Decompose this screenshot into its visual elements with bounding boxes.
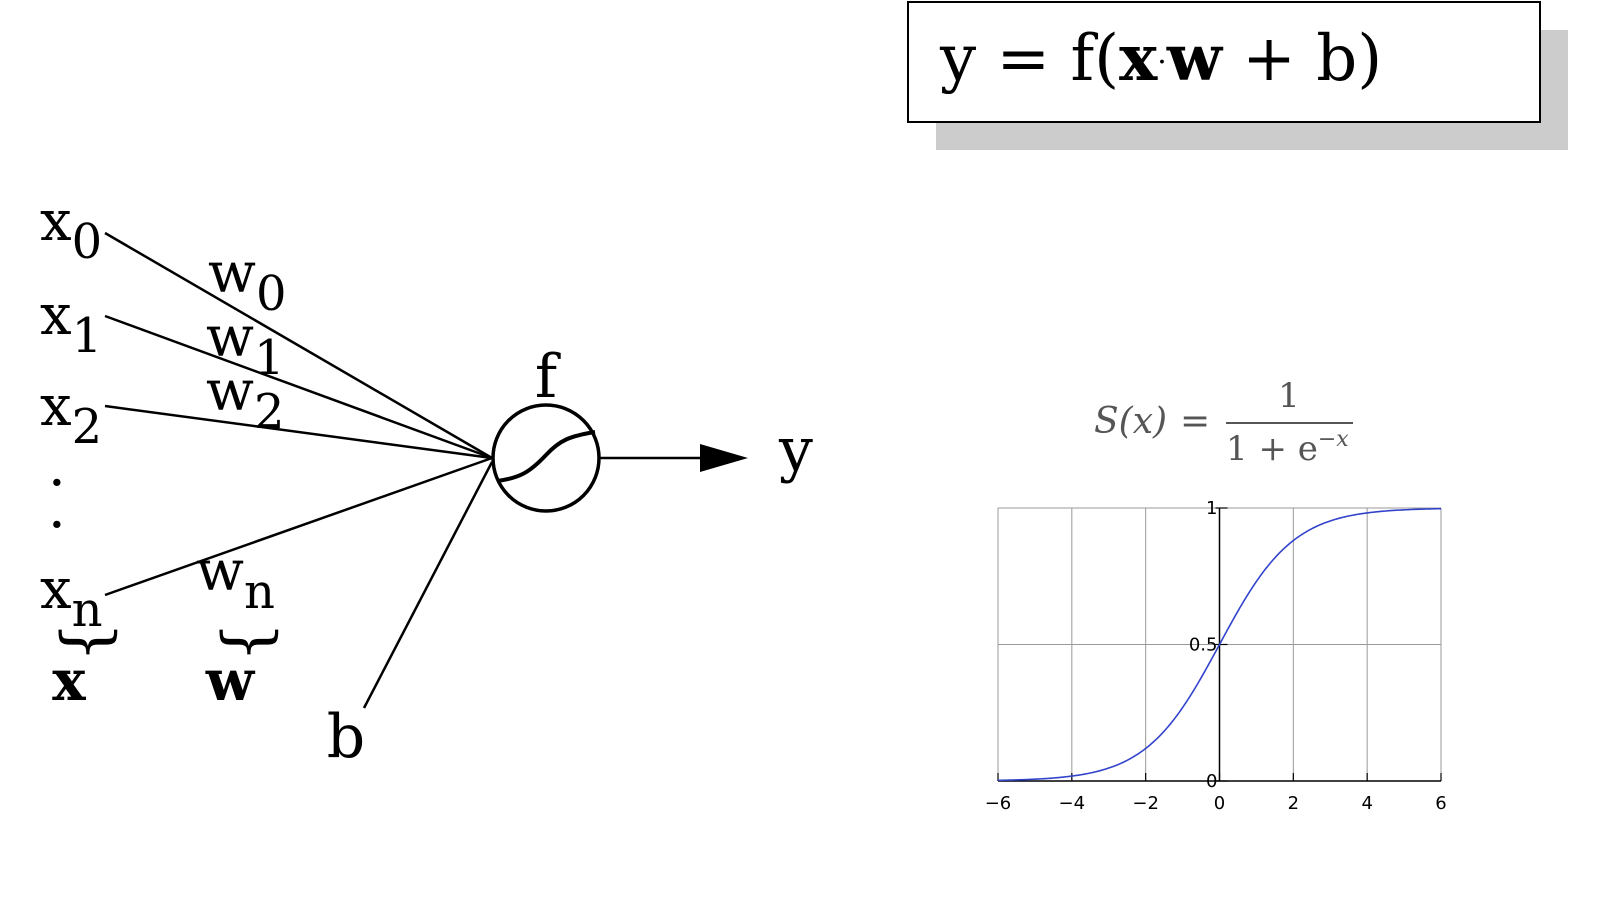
- sigmoid-denominator: 1 + e−x: [1226, 427, 1349, 469]
- x-tick-label-1: −4: [1059, 793, 1086, 814]
- x-tick-label-5: 4: [1361, 793, 1372, 814]
- x-vector-brace: }: [53, 622, 127, 663]
- output-label: y: [778, 415, 813, 485]
- x-tick-label-0: −6: [985, 793, 1012, 814]
- sigmoid-chart: −6 −4 −2 0 2 4 6 0 0.5 1: [985, 498, 1447, 814]
- connections: [104, 231, 705, 709]
- sigmoid-formula: S(x) = 1 1 + e−x: [1094, 376, 1353, 469]
- connection-x2: [104, 404, 493, 460]
- x-vector-label: x: [52, 648, 86, 714]
- y-tick-label-0: 0: [1206, 771, 1217, 792]
- formula-box: y = f(x·w + b): [907, 1, 1568, 150]
- output-formula: y = f(x·w + b): [939, 21, 1382, 96]
- sigmoid-curve: [997, 507, 1442, 782]
- sigmoid-numerator: 1: [1278, 376, 1300, 416]
- weight-label-w0: w0: [208, 241, 286, 322]
- x-tick-label-3: 0: [1214, 793, 1225, 814]
- connection-xn: [104, 456, 493, 597]
- y-tick-label-1: 0.5: [1189, 635, 1218, 656]
- ellipsis-dot-2: ·: [48, 493, 66, 558]
- w-vector-brace: }: [214, 622, 288, 663]
- input-label-x2: x2: [40, 374, 102, 455]
- x-tick-label-4: 2: [1288, 793, 1299, 814]
- input-label-x1: x1: [40, 283, 102, 364]
- x-tick-label-2: −2: [1132, 793, 1159, 814]
- activation-curve-glyph: [496, 430, 596, 483]
- y-tick-label-2: 1: [1206, 498, 1217, 519]
- weight-label-w2: w2: [206, 359, 284, 440]
- bias-label: b: [327, 702, 365, 772]
- connection-x1: [104, 314, 493, 460]
- sigmoid-lhs: S(x): [1094, 401, 1167, 442]
- w-vector-label: w: [205, 648, 256, 714]
- connection-x0: [104, 231, 493, 460]
- weight-label-wn: wn: [196, 539, 275, 620]
- ellipsis-dot-1: ·: [48, 451, 66, 516]
- connection-bias: [362, 461, 494, 709]
- weight-label-w1: w1: [206, 305, 284, 386]
- input-label-x0: x0: [40, 189, 102, 270]
- sigmoid-equals: =: [1180, 401, 1210, 442]
- output-arrowhead: [700, 444, 748, 472]
- neuron-circle: [491, 403, 601, 513]
- input-label-xn: xn: [40, 557, 103, 638]
- function-label: f: [535, 342, 561, 412]
- x-tick-label-6: 6: [1435, 793, 1446, 814]
- formula-box-frame: [907, 1, 1541, 123]
- neuron-node: [491, 403, 601, 513]
